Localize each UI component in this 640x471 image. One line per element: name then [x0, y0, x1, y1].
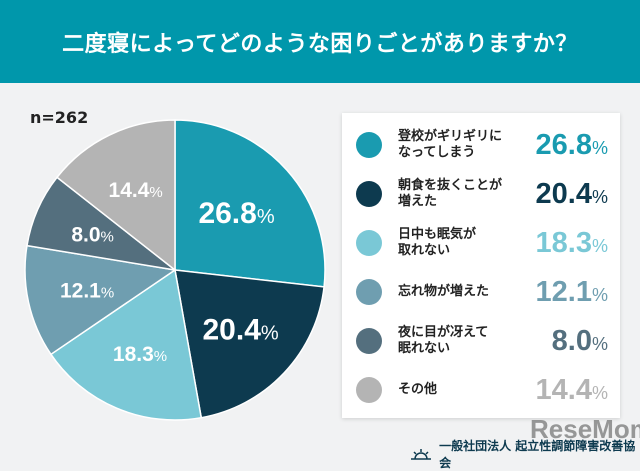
slice-label: 18.3%	[113, 343, 167, 366]
legend-swatch	[356, 181, 382, 207]
legend-swatch	[356, 279, 382, 305]
slice-label: 14.4%	[109, 179, 163, 202]
legend-swatch	[356, 132, 382, 158]
slice-label: 8.0%	[71, 224, 114, 247]
pie-slice	[24, 244, 177, 356]
legend-swatch	[356, 377, 382, 403]
slice-label: 20.4%	[203, 314, 279, 347]
legend-label: 朝食を抜くことが 増えた	[398, 178, 503, 209]
legend-value: 12.1%	[535, 275, 608, 308]
legend-item: その他 14.4%	[342, 366, 620, 414]
legend-item: 夜に目が冴えて 眠れない 8.0%	[342, 317, 620, 365]
legend-label: その他	[398, 382, 438, 397]
sunrise-icon	[411, 449, 431, 460]
legend-item: 朝食を抜くことが 増えた 20.4%	[342, 170, 620, 218]
legend-swatch	[356, 328, 382, 354]
legend-label: 日中も眠気が 取れない	[398, 227, 477, 258]
legend-swatch	[356, 230, 382, 256]
legend-label: 忘れ物が増えた	[398, 284, 490, 299]
legend-item: 日中も眠気が 取れない 18.3%	[342, 219, 620, 267]
legend-value: 18.3%	[535, 226, 608, 259]
header-banner: 二度寝によってどのような困りごとがありますか？	[0, 0, 640, 83]
pie-slice	[49, 268, 203, 421]
legend-card: 登校がギリギリに なってしまう 26.8% 朝食を抜くことが 増えた 20.4% 日中も眠気…	[342, 113, 620, 418]
page-title: 二度寝によってどのような困りごとがありますか？	[62, 31, 578, 57]
legend-item: 登校がギリギリに なってしまう 26.8%	[342, 121, 620, 169]
slice-label: 26.8%	[198, 197, 274, 230]
pie-slice	[56, 119, 176, 272]
pie-chart: 26.8% 20.4% 18.3% 12.1% 8.0% 14.4%	[24, 119, 326, 421]
legend-value: 26.8%	[535, 128, 608, 161]
legend-label: 夜に目が冴えて 眠れない	[398, 325, 489, 356]
legend-value: 20.4%	[535, 177, 608, 210]
legend-value: 14.4%	[535, 373, 608, 406]
watermark-logo: ReseMom	[530, 414, 640, 444]
legend-value: 8.0%	[551, 324, 608, 357]
legend-label: 登校がギリギリに なってしまう	[398, 129, 503, 160]
pie-slice	[174, 269, 325, 419]
pie-slice	[174, 119, 326, 288]
sample-size: n=262	[30, 108, 89, 127]
slice-label: 12.1%	[60, 279, 114, 302]
legend-item: 忘れ物が増えた 12.1%	[342, 268, 620, 316]
